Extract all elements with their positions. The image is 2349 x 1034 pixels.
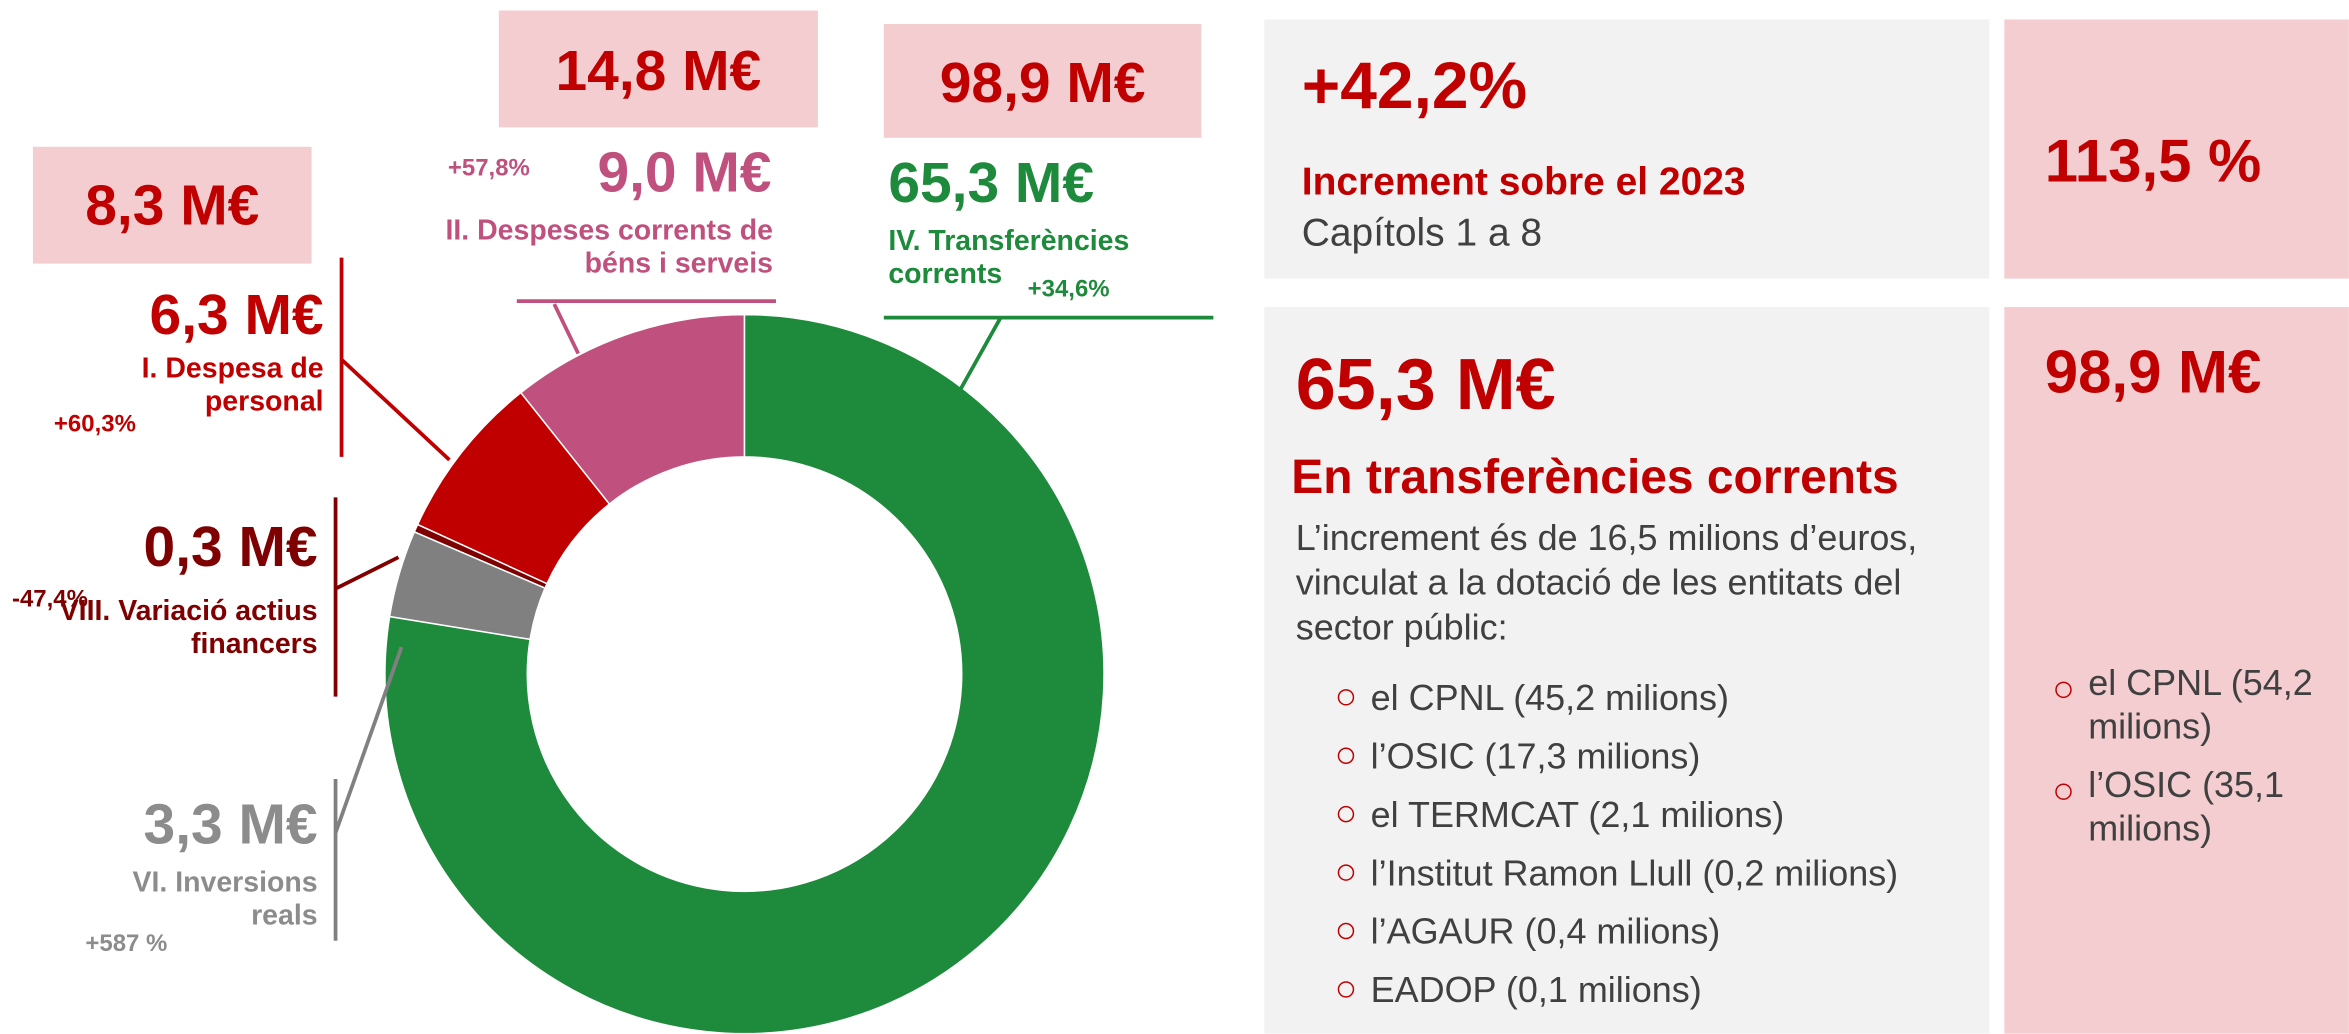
list-item: l’Institut Ramon Llull (0,2 milions): [1332, 845, 1898, 903]
leader-line: [334, 555, 400, 591]
list-item: el CPNL (45,2 milions): [1332, 670, 1898, 728]
total-box: [498, 10, 818, 128]
donut-segment: [384, 313, 1105, 1034]
leader-line: [552, 303, 580, 355]
change-label: +34,6%: [1027, 277, 1110, 303]
list-item: el CPNL (54,2 milions): [2049, 662, 2334, 749]
total-box: [883, 23, 1202, 138]
detail-value: 65,3 M€: [1295, 346, 1556, 426]
detail-side-panel: [2004, 307, 2349, 1034]
change-label: +57,8%: [447, 155, 530, 182]
detail-side-list: el CPNL (54,2 milions) l’OSIC (35,1 milio…: [2049, 662, 2334, 866]
summary-panel: [1264, 19, 1990, 279]
list-item: el TERMCAT (2,1 milions): [1332, 786, 1898, 844]
detail-panel: [1264, 307, 1990, 1034]
category-label: I. Despesa de personal: [141, 353, 324, 418]
detail-side-value: 98,9 M€: [2044, 340, 2262, 406]
list-item: l’AGAUR (0,4 milions): [1332, 903, 1898, 961]
value-label: 6,3 M€: [149, 284, 324, 348]
summary-subtitle: Capítols 1 a 8: [1301, 209, 1543, 255]
donut-segment: [388, 530, 546, 641]
total-label: 14,8 M€: [555, 40, 762, 104]
list-item: l’OSIC (17,3 milions): [1332, 728, 1898, 786]
summary-side-panel: [2004, 19, 2349, 279]
donut-segment: [416, 391, 611, 585]
category-label: VI. Inversions reals: [132, 867, 318, 932]
category-label: IV. Transferències corrents: [888, 226, 1130, 291]
total-label: 98,9 M€: [939, 52, 1146, 116]
value-label: 0,3 M€: [143, 516, 318, 580]
total-box: [32, 146, 312, 264]
detail-text: L’increment és de 16,5 milions d’euros, …: [1295, 518, 1918, 649]
category-label: VIII. Variació actius financers: [59, 596, 318, 661]
total-label: 8,3 M€: [85, 175, 260, 239]
summary-side-value: 113,5 %: [2044, 128, 2262, 195]
detail-title: En transferències corrents: [1291, 449, 1899, 504]
category-label: II. Despeses corrents de béns i serveis: [445, 215, 773, 280]
change-label: -47,4%: [11, 587, 88, 613]
summary-title: Increment sobre el 2023: [1301, 158, 1746, 204]
leader-line: [340, 358, 451, 462]
summary-value: +42,2%: [1301, 49, 1528, 123]
leader-line: [957, 316, 1003, 394]
change-label: +60,3%: [53, 411, 136, 438]
list-item: EADOP (0,1 milions): [1332, 962, 1898, 1020]
detail-list: el CPNL (45,2 milions) l’OSIC (17,3 milio…: [1332, 670, 1898, 1021]
leader-line: [333, 646, 404, 834]
value-label: 3,3 M€: [143, 793, 318, 857]
value-label: 9,0 M€: [597, 142, 772, 206]
change-label: +587 %: [85, 931, 168, 958]
list-item: l’OSIC (35,1 milions): [2049, 764, 2334, 851]
value-label: 65,3 M€: [888, 152, 1095, 216]
